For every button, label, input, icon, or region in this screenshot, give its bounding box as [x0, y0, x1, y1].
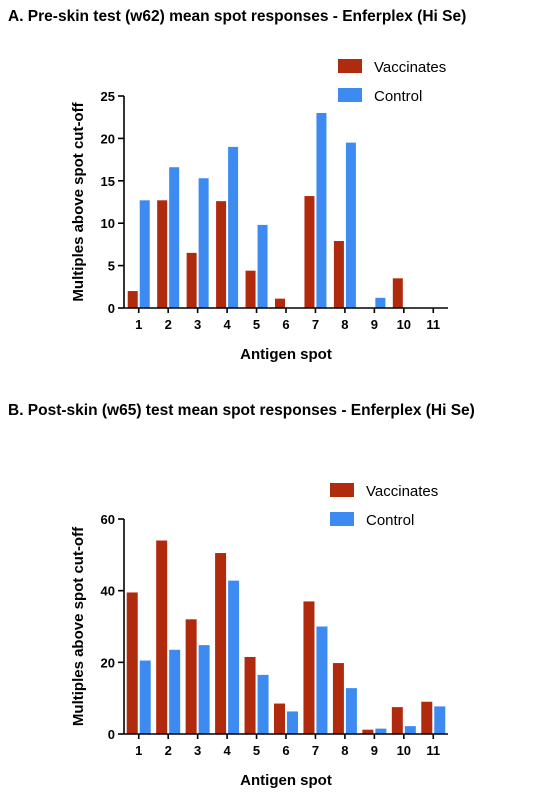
bar-vaccinates-2 — [157, 200, 168, 308]
x-axis-title: Antigen spot — [240, 772, 332, 789]
chart-b: 0 20 40 60 1 2 3 4 5 6 7 8 9 10 11 Antigen spot Multiple… — [70, 483, 448, 789]
x-tick-label-3: 3 — [194, 317, 201, 332]
x-tick-label-6: 6 — [282, 743, 289, 758]
x-tick-label-11: 11 — [426, 743, 440, 758]
panel-a: A. Pre-skin test (w62) mean spot respons… — [0, 0, 550, 385]
bar-control-10 — [404, 726, 416, 734]
y-axis-title: Multiples above spot cut-off — [70, 101, 87, 301]
x-tick-label-1: 1 — [135, 743, 142, 758]
bar-vaccinates-6 — [274, 703, 285, 734]
bar-vaccinates-7 — [303, 601, 315, 734]
chart-a-title: A. Pre-skin test (w62) mean spot respons… — [8, 8, 467, 25]
x-tick-label-5: 5 — [253, 743, 260, 758]
x-tick-label-4: 4 — [223, 317, 231, 332]
bar-vaccinates-10 — [391, 707, 403, 734]
bar-vaccinates-2 — [156, 540, 168, 734]
bar-vaccinates-4 — [215, 553, 227, 734]
y-tick-label: 10 — [101, 216, 115, 231]
bar-vaccinates-4 — [216, 201, 227, 308]
legend-swatch-vaccinates — [330, 483, 354, 497]
x-axis-title: Antigen spot — [240, 346, 332, 363]
bar-vaccinates-7 — [304, 196, 315, 308]
legend-label-vaccinates: Vaccinates — [366, 483, 438, 500]
bar-control-7 — [316, 112, 327, 309]
x-tick-label-3: 3 — [194, 743, 201, 758]
bar-control-3 — [198, 178, 209, 308]
y-axis-title: Multiples above spot cut-off — [70, 526, 87, 726]
bar-control-2 — [169, 167, 180, 308]
bar-vaccinates-5 — [244, 656, 256, 734]
x-tick-label-7: 7 — [312, 317, 319, 332]
bar-vaccinates-11 — [421, 701, 433, 734]
y-tick-label: 25 — [101, 89, 115, 104]
legend-label-control: Control — [374, 88, 422, 105]
x-tick-label-6: 6 — [282, 317, 289, 332]
y-tick-label: 5 — [108, 259, 115, 274]
bar-control-6 — [287, 711, 298, 734]
x-tick-label-1: 1 — [135, 317, 142, 332]
x-tick-label-10: 10 — [397, 743, 411, 758]
bar-vaccinates-3 — [185, 619, 197, 734]
bar-control-4 — [228, 146, 239, 308]
y-tick-label: 0 — [108, 301, 115, 316]
chart-b-title: B. Post-skin (w65) test mean spot respon… — [8, 402, 475, 419]
chart-a: 0 5 10 15 20 25 1 2 3 4 5 6 7 8 9 10 11 Antigen spot Multi… — [70, 59, 448, 363]
x-tick-label-11: 11 — [426, 317, 440, 332]
bar-vaccinates-6 — [275, 298, 285, 308]
bar-control-11 — [434, 706, 446, 734]
bar-vaccinates-8 — [332, 663, 344, 734]
bar-vaccinates-8 — [333, 241, 344, 308]
x-tick-label-8: 8 — [341, 743, 348, 758]
bar-control-8 — [345, 688, 357, 734]
y-tick-label: 40 — [101, 584, 115, 599]
x-tick-label-5: 5 — [253, 317, 260, 332]
bar-control-7 — [316, 626, 328, 734]
bar-control-9 — [375, 728, 387, 734]
x-tick-label-4: 4 — [223, 743, 231, 758]
bar-vaccinates-1 — [126, 592, 138, 734]
x-tick-label-9: 9 — [371, 317, 378, 332]
bar-control-1 — [139, 200, 150, 308]
bar-control-1 — [139, 660, 151, 734]
bar-control-2 — [169, 649, 181, 734]
bar-vaccinates-9 — [362, 729, 374, 734]
bar-control-5 — [257, 224, 268, 308]
legend-label-vaccinates: Vaccinates — [374, 59, 446, 76]
x-tick-label-10: 10 — [397, 317, 411, 332]
x-tick-label-7: 7 — [312, 743, 319, 758]
bar-vaccinates-1 — [127, 291, 138, 308]
bar-control-8 — [345, 142, 356, 308]
y-tick-label: 20 — [101, 655, 115, 670]
legend-swatch-control — [330, 512, 354, 526]
x-tick-label-8: 8 — [341, 317, 348, 332]
bar-control-3 — [198, 645, 210, 734]
y-tick-label: 15 — [101, 174, 115, 189]
bar-vaccinates-10 — [392, 278, 403, 308]
y-tick-label: 0 — [108, 727, 115, 742]
bar-vaccinates-3 — [186, 252, 197, 308]
y-tick-label: 60 — [101, 512, 115, 527]
x-tick-label-2: 2 — [165, 317, 172, 332]
legend-swatch-control — [338, 88, 362, 102]
legend-label-control: Control — [366, 512, 414, 529]
legend-swatch-vaccinates — [338, 59, 362, 73]
x-tick-label-2: 2 — [165, 743, 172, 758]
bar-control-4 — [228, 580, 240, 734]
x-tick-label-9: 9 — [371, 743, 378, 758]
bar-control-5 — [257, 674, 269, 734]
panel-b: B. Post-skin (w65) test mean spot respon… — [0, 385, 550, 797]
bar-control-9 — [375, 297, 386, 308]
bar-vaccinates-5 — [245, 270, 256, 308]
y-tick-label: 20 — [101, 131, 115, 146]
